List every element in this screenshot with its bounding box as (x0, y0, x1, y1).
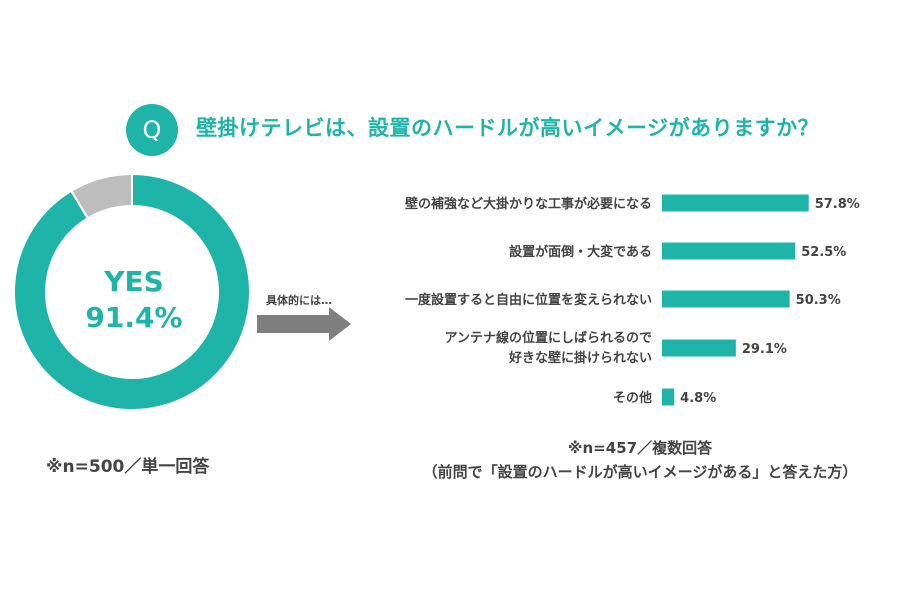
right-sample-note: ※n=457／複数回答 （前問で「設置のハードルが高いイメージがある」と答えた方… (380, 436, 900, 484)
bar-3 (662, 290, 790, 308)
bar-1 (662, 194, 809, 212)
question-badge: Q (126, 104, 178, 156)
bar-value-label-5: 4.8% (680, 391, 716, 406)
donut-slice-other (69, 172, 133, 220)
bar-category-label-2: 設置が面倒・大変である (509, 244, 652, 260)
donut-yes-value: 91.4% (85, 301, 183, 334)
bar-value-label-4: 29.1% (742, 342, 787, 357)
question-title: 壁掛けテレビは、設置のハードルが高いイメージがありますか？ (196, 116, 820, 140)
donut-chart (13, 172, 251, 411)
right-arrow-icon (257, 307, 351, 341)
bar-category-label-3: 一度設置すると自由に位置を変えられない (405, 292, 652, 308)
bar-category-label-1: 壁の補強など大掛かりな工事が必要になる (405, 196, 652, 212)
bar-2 (662, 242, 796, 260)
bar-5 (662, 388, 675, 406)
bar-category-label-4-line2: 好きな壁に掛けられない (508, 350, 652, 366)
donut-slice-yes (13, 172, 251, 411)
right-note-line2: （前問で「設置のハードルが高いイメージがある」と答えた方） (422, 463, 858, 481)
left-sample-note: ※n=500／単一回答 (46, 457, 210, 477)
bar-category-label-4-line1: アンテナ線の位置にしばられるので (445, 330, 652, 346)
donut-center-label: YES 91.4% (64, 264, 204, 336)
donut-yes-label: YES (104, 265, 164, 298)
arrow-label: 具体的には… (266, 294, 332, 307)
bar-category-label-5: その他 (613, 390, 652, 406)
bar-value-label-3: 50.3% (796, 293, 841, 308)
bar-value-label-1: 57.8% (815, 197, 860, 212)
bar-value-label-2: 52.5% (801, 245, 846, 260)
bar-4 (662, 339, 736, 357)
right-note-line1: ※n=457／複数回答 (567, 439, 713, 457)
